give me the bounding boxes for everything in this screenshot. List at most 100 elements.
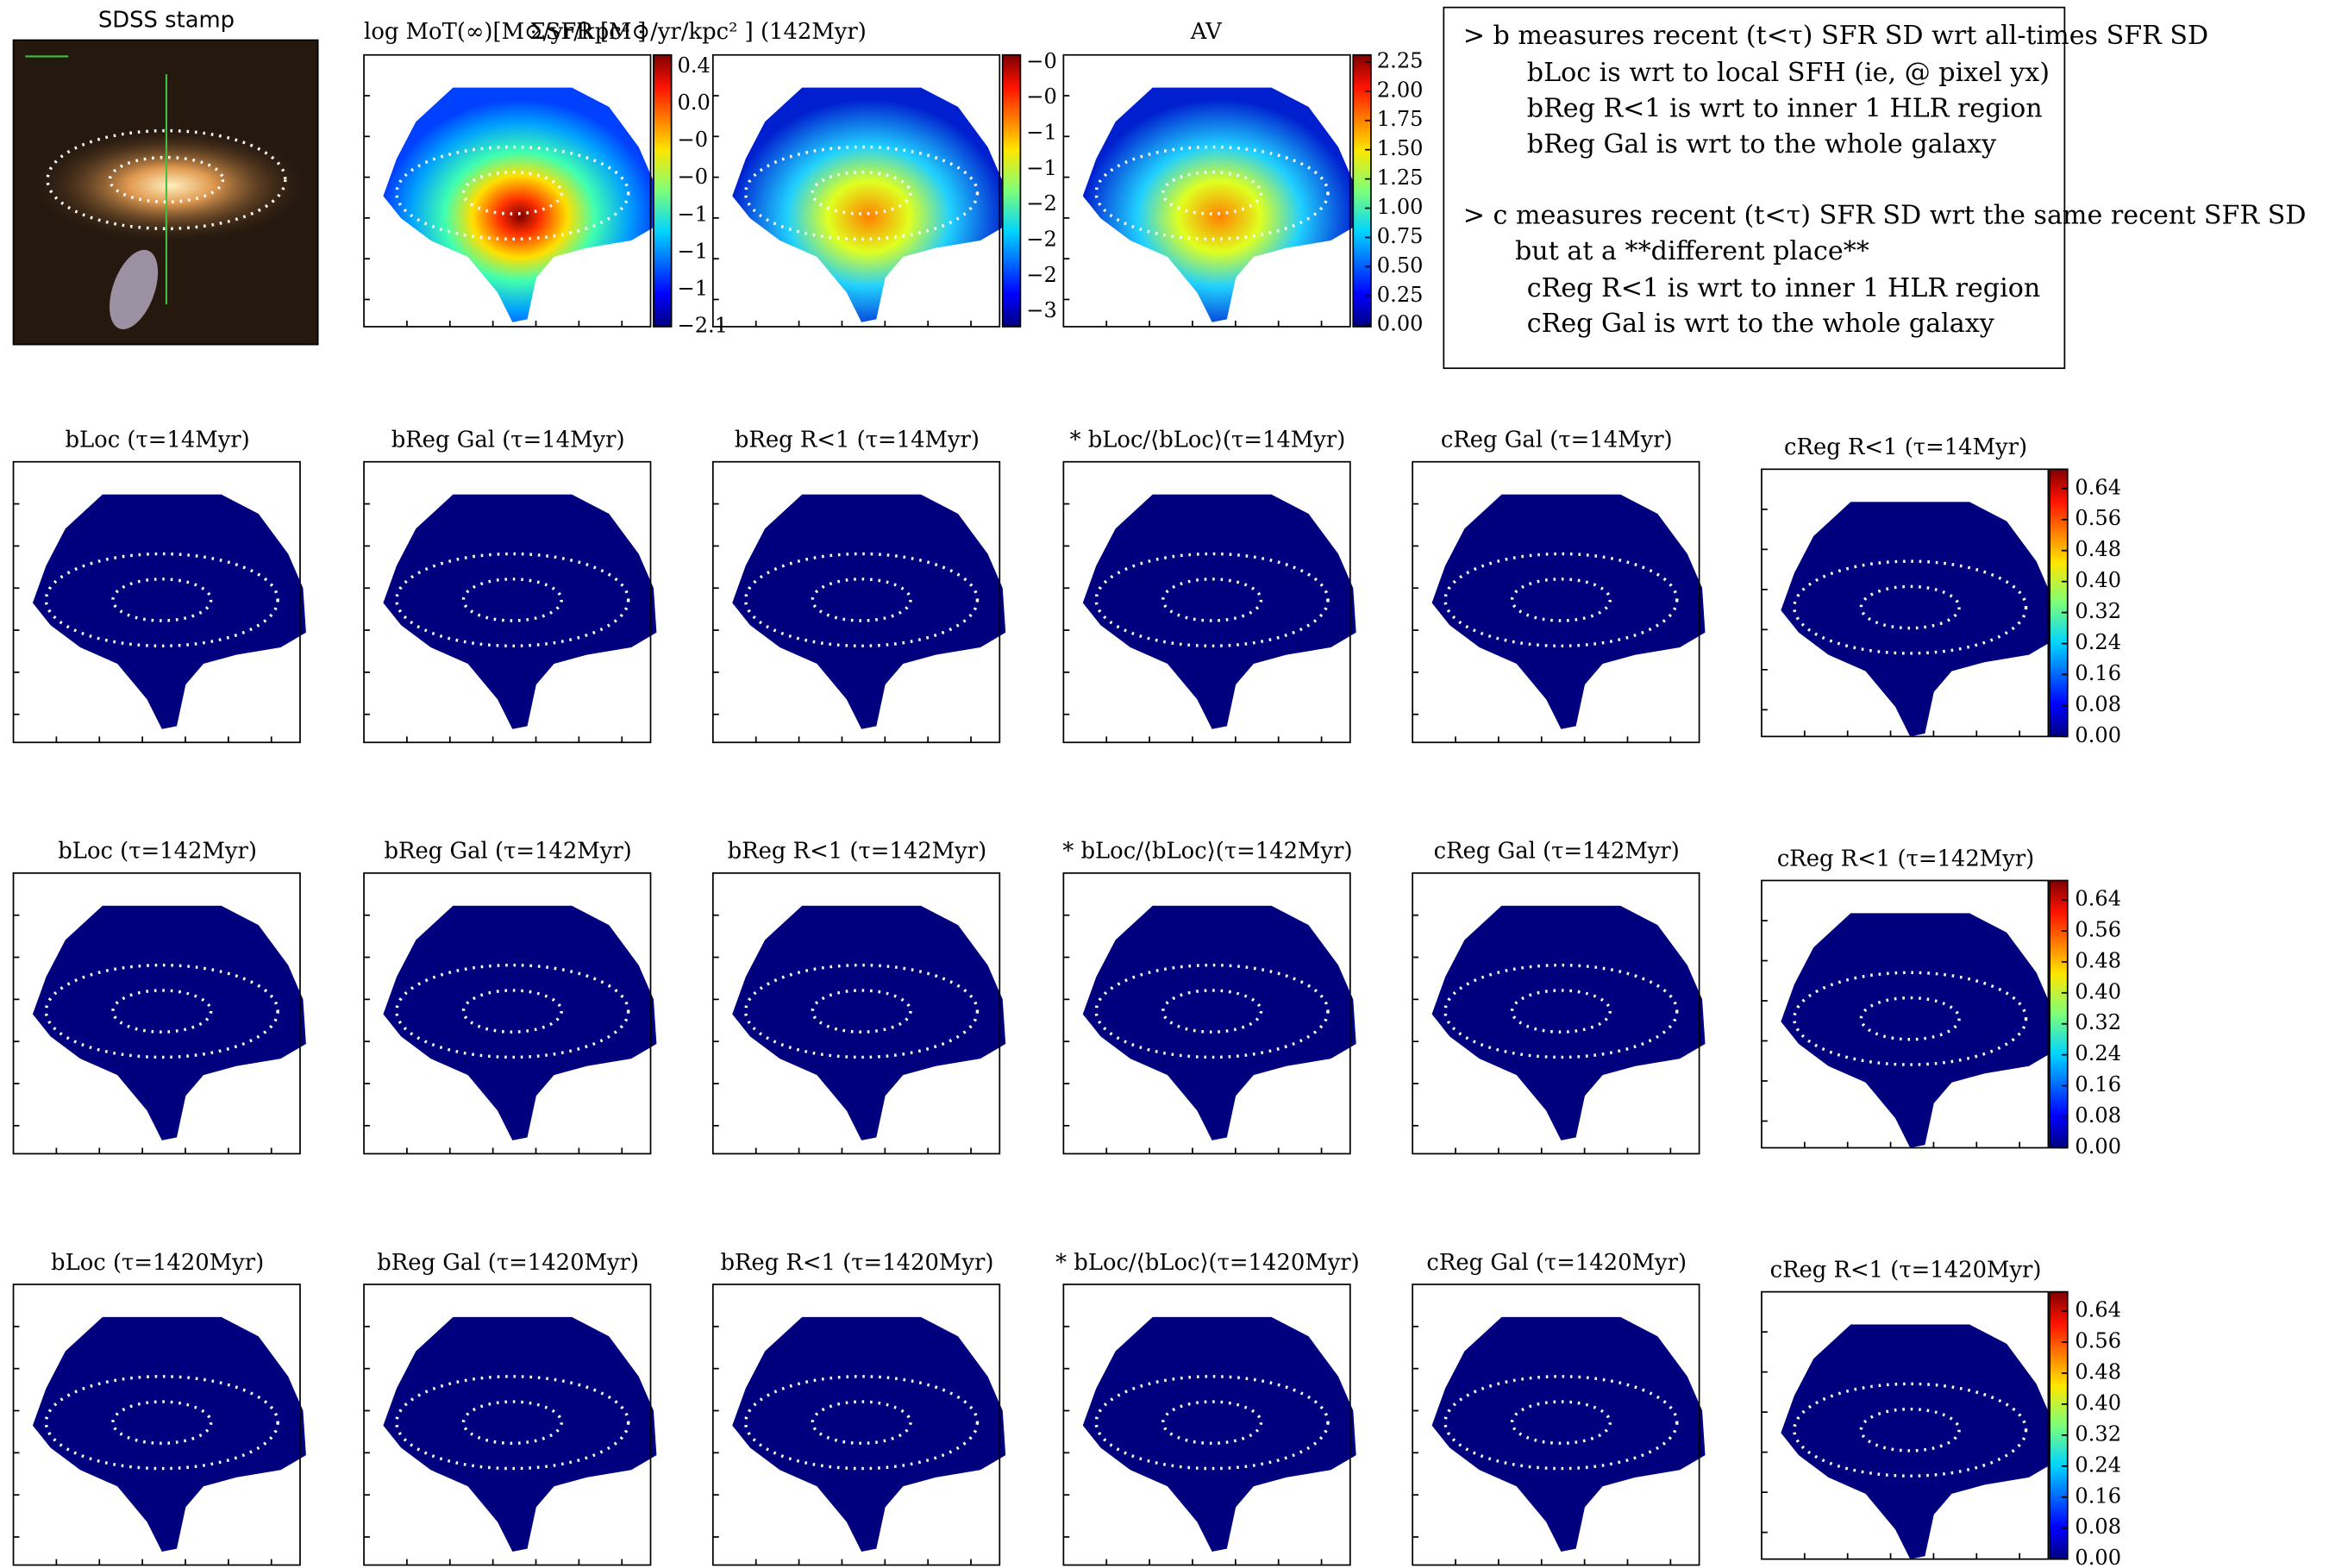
colorbar [1352, 53, 1372, 328]
note-line: but at a **different place** [1515, 236, 1869, 266]
stamp-title: SDSS stamp [98, 8, 235, 34]
note-line: bReg Gal is wrt to the whole galaxy [1527, 129, 1996, 159]
colorbar-label: 0.48 [2075, 1359, 2121, 1384]
frame [363, 1284, 652, 1566]
colorbar-label: 0.24 [2075, 1041, 2121, 1065]
colorbar [2049, 468, 2069, 738]
colorbar-label: 0.40 [2075, 1390, 2121, 1415]
ratio-map [711, 1284, 1006, 1566]
colorbar-label: 0.16 [2075, 661, 2121, 685]
colorbar-label: −2.1 [678, 313, 729, 337]
top-map [363, 53, 657, 328]
colorbar-label: 0.48 [2075, 948, 2121, 972]
colorbar [2049, 879, 2069, 1149]
galaxy-map [732, 87, 1006, 322]
frame [12, 460, 301, 744]
colorbar-label: 0.00 [2075, 723, 2121, 747]
colorbar-label: 0.50 [1377, 253, 1424, 278]
colorbar [2049, 1290, 2069, 1560]
frame [1761, 879, 2050, 1149]
note-line: bLoc is wrt to local SFH (ie, @ pixel yx… [1527, 58, 2050, 88]
panel-title: bReg R<1 (τ=142Myr) [728, 839, 987, 865]
ratio-map [1761, 879, 2055, 1149]
ratio-map [12, 871, 306, 1155]
colorbar-label: 0.32 [2075, 599, 2121, 623]
frame [1062, 53, 1351, 328]
colorbar-label: 0.40 [2075, 568, 2121, 592]
colorbar-label: 0.32 [2075, 1421, 2121, 1446]
ratio-map [711, 460, 1006, 744]
panel-title: cReg Gal (τ=14Myr) [1441, 428, 1673, 453]
ratio-map [1761, 468, 2055, 738]
galaxy-map [1082, 494, 1356, 729]
panel-title: bReg R<1 (τ=14Myr) [735, 428, 980, 453]
colorbar-label: −0 [1026, 84, 1057, 109]
galaxy-map [732, 1316, 1006, 1552]
galaxy-map [1781, 1324, 2055, 1559]
frame [363, 460, 652, 744]
colorbar-label: 1.25 [1377, 166, 1424, 190]
ratio-map [363, 1284, 657, 1566]
galaxy-map [32, 905, 306, 1140]
ratio-map [12, 460, 306, 744]
panel-title: cReg Gal (τ=1420Myr) [1426, 1250, 1687, 1276]
colorbar-label: 0.64 [2075, 886, 2121, 910]
colorbar-label: 2.00 [1377, 78, 1424, 102]
galaxy-map [383, 87, 657, 322]
ratio-map [1412, 460, 1706, 744]
panel-title: bReg R<1 (τ=1420Myr) [720, 1250, 993, 1276]
colorbar-label: 0.08 [2075, 1515, 2121, 1539]
ratio-map [1062, 1284, 1356, 1566]
galaxy-map [383, 1316, 657, 1552]
colorbar-label: −3 [1026, 298, 1057, 322]
ratio-map [363, 460, 657, 744]
galaxy-map [1431, 494, 1706, 729]
frame [711, 460, 1001, 744]
frame [711, 1284, 1001, 1566]
colorbar-label: 2.25 [1377, 48, 1424, 72]
galaxy-map [732, 494, 1006, 729]
galaxy-map [1082, 87, 1356, 322]
panel-title: * bLoc/⟨bLoc⟩(τ=14Myr) [1070, 428, 1346, 453]
colorbar-label: 0.00 [2075, 1134, 2121, 1159]
frame [711, 53, 1001, 328]
colorbar-label: 0.56 [2075, 917, 2121, 941]
ratio-map [711, 871, 1006, 1155]
galaxy-map [383, 905, 657, 1140]
colorbar-label: 0.64 [2075, 475, 2121, 499]
galaxy-map [32, 1316, 306, 1552]
top-map [711, 53, 1006, 328]
colorbar-label: −2 [1026, 263, 1057, 287]
note-line: bReg R<1 is wrt to inner 1 HLR region [1527, 93, 2043, 123]
galaxy-map [383, 494, 657, 729]
colorbar-label: −0 [678, 128, 709, 152]
panel-title: cReg Gal (τ=142Myr) [1434, 839, 1680, 865]
colorbar [1001, 53, 1022, 328]
frame [1062, 871, 1351, 1155]
ratio-map [1062, 871, 1356, 1155]
sdss-image [12, 39, 319, 346]
ratio-map [1412, 871, 1706, 1155]
colorbar-label: −2 [1026, 228, 1057, 252]
colorbar-label: 0.48 [2075, 537, 2121, 561]
colorbar [653, 53, 673, 328]
galaxy-map [1781, 502, 2055, 737]
frame [711, 871, 1001, 1155]
colorbar-label: 0.64 [2075, 1298, 2121, 1322]
top-map [1062, 53, 1356, 328]
colorbar-label: −1 [678, 239, 709, 263]
colorbar-label: 0.32 [2075, 1010, 2121, 1034]
colorbar-label: −1 [1026, 156, 1057, 180]
ratio-map [1412, 1284, 1706, 1566]
frame [1761, 468, 2050, 738]
panel-title: * bLoc/⟨bLoc⟩(τ=142Myr) [1062, 839, 1352, 865]
colorbar-label: 1.50 [1377, 136, 1424, 160]
colorbar-label: 0.16 [2075, 1484, 2121, 1508]
colorbar-label: 0.24 [2075, 1452, 2121, 1477]
panel-title: bReg Gal (τ=142Myr) [384, 839, 631, 865]
colorbar-label: 0.0 [678, 91, 711, 115]
colorbar-label: −0 [678, 165, 709, 189]
note-line: cReg R<1 is wrt to inner 1 HLR region [1527, 273, 2040, 303]
colorbar-label: 0.25 [1377, 283, 1424, 307]
colorbar-label: −0 [1026, 49, 1057, 73]
